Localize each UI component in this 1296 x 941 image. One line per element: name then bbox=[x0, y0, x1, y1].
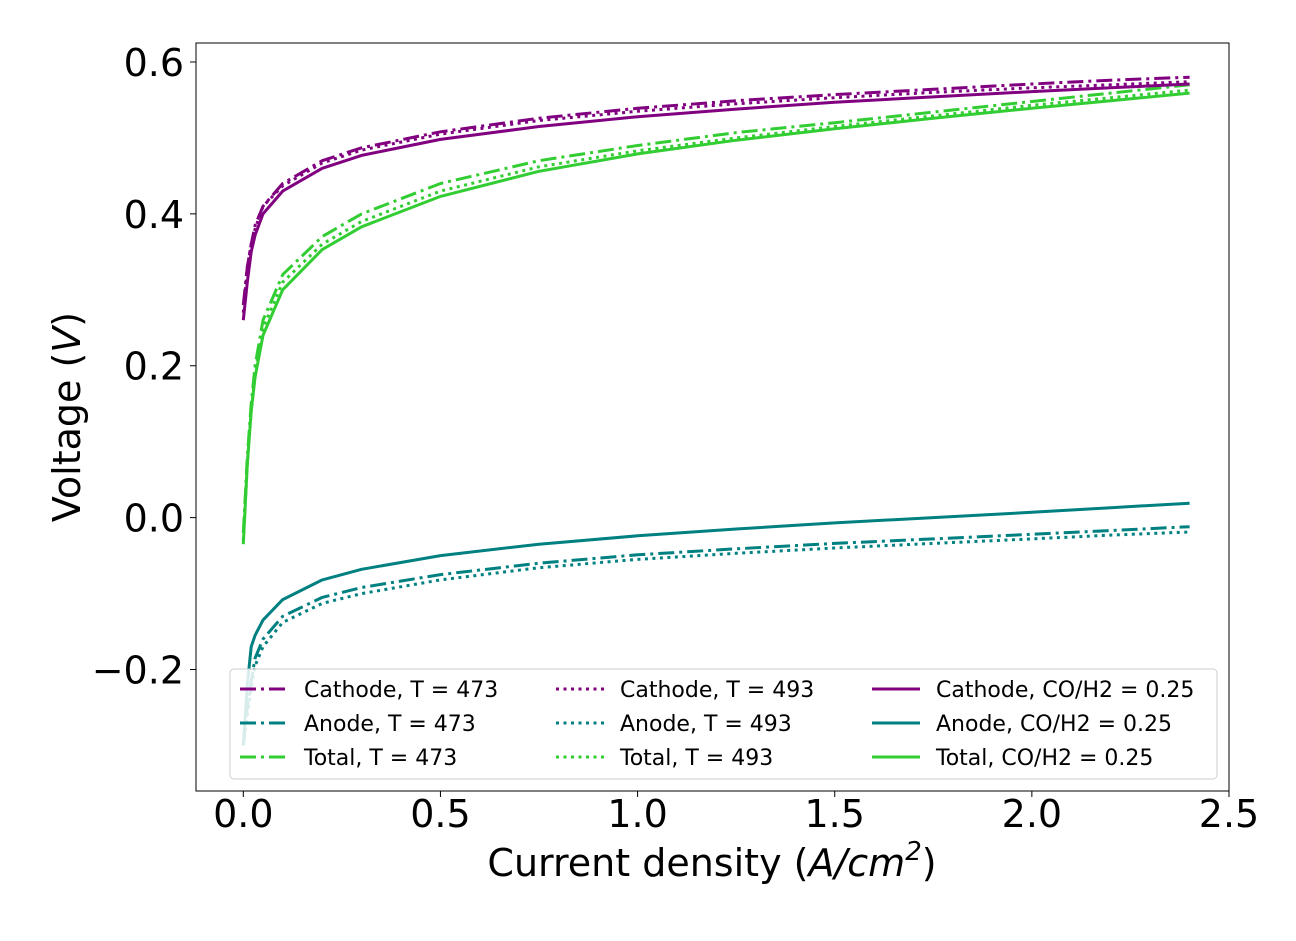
x-tick-label: 1.5 bbox=[805, 792, 865, 836]
legend-label: Cathode, CO/H2 = 0.25 bbox=[936, 678, 1194, 703]
legend-label: Anode, T = 493 bbox=[620, 712, 792, 737]
x-tick-label: 2.5 bbox=[1199, 792, 1259, 836]
x-axis-title: Current density (A/cm2) bbox=[487, 837, 936, 885]
legend-label: Total, CO/H2 = 0.25 bbox=[935, 746, 1153, 771]
y-tick-label: 0.6 bbox=[124, 41, 184, 85]
legend-label: Anode, CO/H2 = 0.25 bbox=[936, 712, 1172, 737]
legend-box bbox=[229, 668, 1218, 780]
y-tick-label: −0.2 bbox=[92, 648, 184, 692]
y-tick-label: 0.2 bbox=[124, 345, 184, 389]
series-line-9 bbox=[241, 91, 1190, 545]
y-tick-label: 0.0 bbox=[124, 497, 184, 541]
y-axis-title: Voltage (V) bbox=[45, 312, 89, 522]
y-tick-label: 0.4 bbox=[124, 193, 184, 237]
legend-label: Total, T = 473 bbox=[303, 746, 457, 771]
x-tick-label: 0.5 bbox=[410, 792, 470, 836]
x-tick-label: 0.0 bbox=[213, 792, 273, 836]
series-line-4 bbox=[241, 80, 1190, 313]
legend-label: Anode, T = 473 bbox=[304, 712, 476, 737]
x-tick-label: 1.0 bbox=[607, 792, 667, 836]
plot-frame bbox=[195, 42, 1230, 792]
series-line-2 bbox=[241, 525, 1190, 746]
series-line-8 bbox=[241, 501, 1190, 746]
legend-label: Cathode, T = 473 bbox=[304, 678, 498, 703]
legend: Cathode, T = 473 Anode, T = 473 Total, T =… bbox=[229, 668, 1218, 780]
series-line-6 bbox=[241, 88, 1190, 541]
series-layer bbox=[241, 75, 1190, 746]
series-line-1 bbox=[241, 75, 1190, 306]
legend-label: Cathode, T = 493 bbox=[620, 678, 814, 703]
series-line-7 bbox=[241, 82, 1190, 321]
x-tick-label: 2.0 bbox=[1002, 792, 1062, 836]
ticks-layer: 0.0 0.5 1.0 1.5 2.0 2.5 −0.2 0.0 0.2 0.4 0.6 bbox=[92, 41, 1260, 836]
legend-label: Total, T = 493 bbox=[619, 746, 773, 771]
